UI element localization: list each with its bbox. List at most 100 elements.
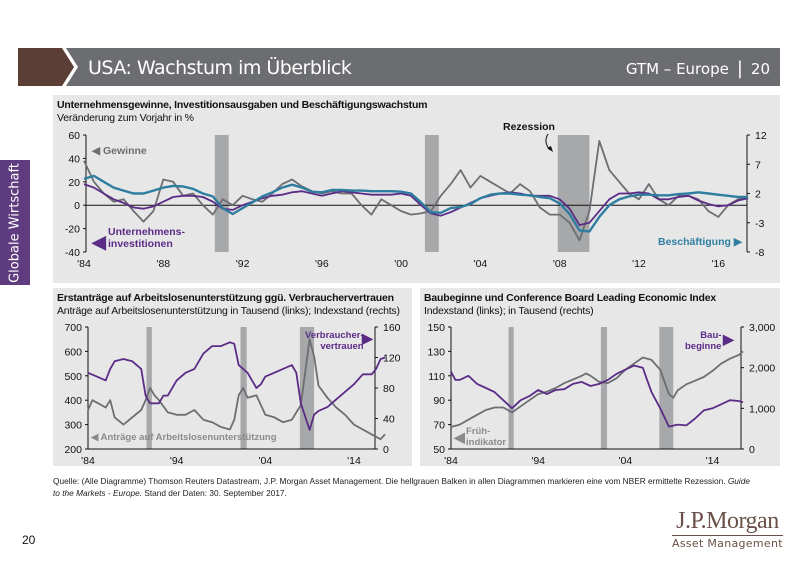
- y-tick-label-right: 0: [383, 444, 389, 456]
- y-tick-label-right: 160: [383, 322, 401, 334]
- source-date: Stand der Daten: 30. September 2017.: [142, 488, 287, 498]
- y-tick-label-left: 150: [427, 322, 445, 334]
- y-tick-label-right: 0: [749, 444, 755, 456]
- x-tick-label: '16: [711, 258, 725, 270]
- legend-beschaeftigung: Beschäftigung ▶: [658, 236, 742, 248]
- x-tick-label: '00: [394, 258, 408, 270]
- x-tick-label: '04: [258, 455, 272, 467]
- separator: |: [736, 58, 743, 79]
- header-bar: USA: Wachstum im Überblick GTM – Europe |…: [18, 48, 780, 86]
- y-tick-label-right: 2: [755, 189, 761, 201]
- y-tick-label-right: 7: [755, 159, 761, 171]
- arrow-right-icon: ▶: [723, 331, 734, 347]
- x-tick-label: '14: [347, 455, 361, 467]
- series-line-fr-hindikator: [450, 350, 744, 428]
- legend-label: investitionen: [108, 238, 173, 250]
- y-tick-label-left: 400: [64, 395, 82, 407]
- legend-verbrauchervertrauen: Verbraucher-vertrauen: [305, 330, 364, 352]
- page-title: USA: Wachstum im Überblick: [88, 57, 352, 79]
- logo-name: J.P.Morgan: [676, 508, 779, 534]
- legend-investitionen: Unternehmens-investitionen: [108, 226, 185, 250]
- chart-title: Erstanträge auf Arbeitslosenunterstützun…: [57, 292, 394, 304]
- header-chevron: [62, 48, 74, 86]
- arrow-right-icon: ▶: [362, 330, 373, 346]
- recession-bar: [600, 327, 608, 449]
- y-tick-label-right: 2,000: [749, 363, 775, 375]
- y-tick-label-left: 600: [64, 346, 82, 358]
- series-name: GTM – Europe: [625, 60, 729, 78]
- legend-label: Früh-: [466, 426, 491, 437]
- chart-panel-bottom-left: [53, 288, 412, 466]
- recession-bar: [299, 327, 315, 449]
- y-tick-label-left: 20: [68, 177, 80, 189]
- legend-antraege: ◀ Anträge auf Arbeitslosenunterstützung: [91, 432, 277, 443]
- y-tick-label-right: 40: [383, 414, 395, 426]
- chart-title: Unternehmensgewinne, Investitionsausgabe…: [57, 99, 428, 111]
- y-tick-label-right: 120: [383, 353, 401, 365]
- y-tick-label-right: -3: [755, 218, 764, 230]
- y-tick-label-left: 300: [64, 420, 82, 432]
- y-tick-label-left: 110: [428, 371, 445, 383]
- chart-panel-bottom-right: [420, 288, 780, 466]
- y-tick-label-left: 200: [64, 444, 82, 456]
- recession-bar: [508, 327, 514, 449]
- header-brand-block: [18, 48, 62, 86]
- x-tick-label: '04: [618, 455, 632, 467]
- series-line-antr-ge-auf-arbeitslosenunterst-tzung: [87, 338, 386, 441]
- x-tick-label: '08: [553, 258, 567, 270]
- source-italic: Guide to the Markets - Europe.: [53, 476, 750, 498]
- chart-title: Baubeginne und Conference Board Leading …: [424, 292, 716, 304]
- y-tick-label-left: 60: [68, 130, 80, 142]
- legend-rezession: Rezession: [503, 121, 555, 133]
- legend-baubeginne: Bau-beginne: [685, 330, 721, 352]
- y-tick-label-left: 90: [433, 395, 445, 407]
- legend-label: Beschäftigung: [658, 236, 731, 248]
- legend-label: Verbraucher-: [305, 330, 364, 341]
- y-tick-label-left: 130: [427, 346, 445, 358]
- y-tick-label-left: -20: [65, 224, 80, 236]
- y-tick-label-left: 70: [433, 420, 445, 432]
- legend-label: Gewinne: [103, 145, 147, 157]
- legend-label: Bau-: [700, 330, 722, 341]
- source-text: Quelle: (Alle Diagramme) Thomson Reuters…: [53, 476, 728, 486]
- header-right: GTM – Europe | 20: [626, 58, 770, 79]
- y-tick-label-right: 12: [755, 130, 767, 142]
- series-line-unternehmensinvestitionen: [83, 183, 749, 227]
- y-tick-label-right: 1,000: [749, 403, 775, 415]
- x-tick-label: '04: [474, 258, 488, 270]
- y-tick-label-right: 3,000: [749, 322, 775, 334]
- x-tick-label: '12: [632, 258, 646, 270]
- header-page-number: 20: [750, 60, 770, 78]
- legend-label: indikator: [466, 437, 507, 448]
- section-tab: Globale Wirtschaft: [0, 160, 30, 285]
- x-tick-label: '94: [170, 455, 184, 467]
- legend-label: vertrauen: [320, 341, 364, 352]
- legend-investitionen-arrow: ◀: [92, 232, 106, 252]
- x-tick-label: '88: [156, 258, 170, 270]
- page-number: 20: [22, 533, 36, 547]
- legend-fruehindikator: Früh-indikator: [466, 426, 506, 448]
- x-tick-label: '84: [444, 455, 458, 467]
- legend-label: Unternehmens-: [108, 226, 186, 238]
- x-tick-label: '84: [81, 455, 95, 467]
- y-tick-label-left: 500: [64, 371, 82, 383]
- x-tick-label: '94: [531, 455, 545, 467]
- arrow-left-icon: ◀: [454, 429, 465, 445]
- y-tick-label-right: 80: [383, 383, 395, 395]
- header-background: [66, 48, 780, 86]
- series-line-baubeginne: [450, 364, 744, 428]
- y-tick-label-left: 40: [68, 153, 80, 165]
- y-tick-label-left: -40: [65, 247, 80, 259]
- y-tick-label-left: 700: [64, 322, 82, 334]
- chart-panel-top: [53, 95, 780, 283]
- y-tick-label-left: 0: [74, 200, 80, 212]
- x-tick-label: '96: [315, 258, 329, 270]
- y-tick-label-right: -8: [755, 247, 764, 259]
- jpmorgan-logo: J.P.Morgan Asset Management: [672, 508, 783, 550]
- logo-subtitle: Asset Management: [672, 535, 783, 550]
- chart-subtitle: Veränderung zum Vorjahr in %: [57, 112, 194, 124]
- x-tick-label: '84: [77, 258, 91, 270]
- legend-gewinne: ◀ Gewinne: [92, 145, 147, 157]
